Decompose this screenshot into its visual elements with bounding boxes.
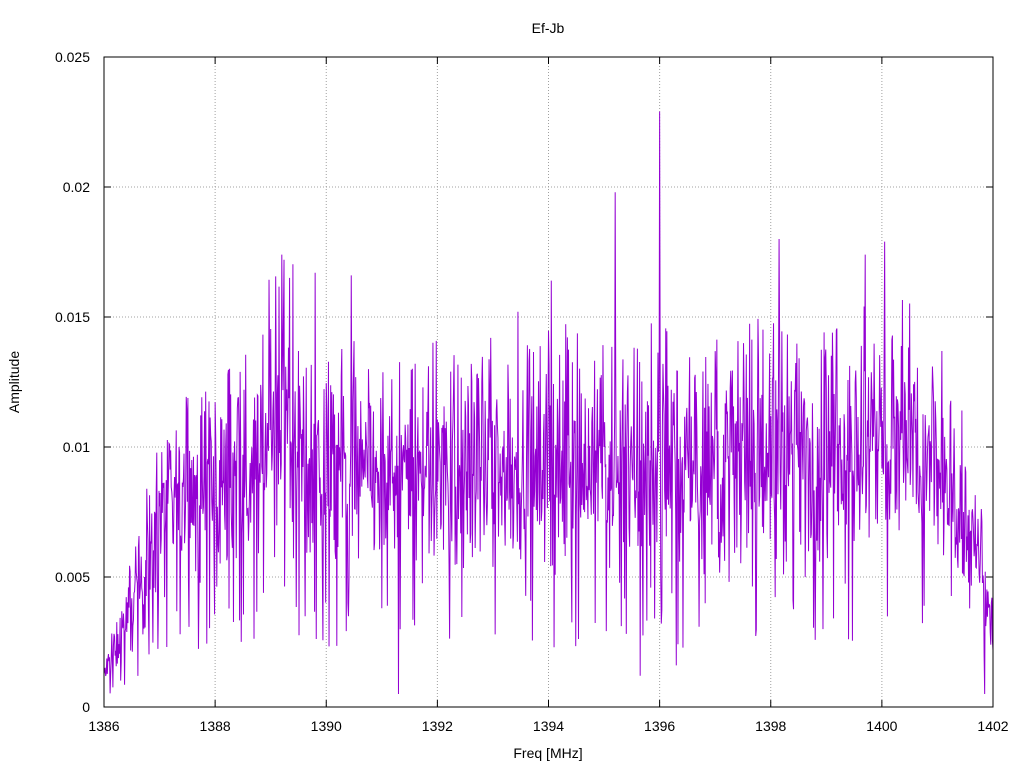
y-axis-title: Amplitude xyxy=(6,351,22,413)
y-tick-label: 0.005 xyxy=(55,569,90,585)
x-tick-labels: 1386 1388 1390 1392 1394 1396 1398 1400 1402 xyxy=(88,718,1008,734)
y-tick-label: 0.01 xyxy=(63,439,90,455)
x-tick-label: 1400 xyxy=(866,718,897,734)
x-tick-label: 1388 xyxy=(200,718,231,734)
x-tick-label: 1402 xyxy=(977,718,1008,734)
y-tick-label: 0 xyxy=(82,699,90,715)
y-tick-label: 0.025 xyxy=(55,49,90,65)
x-tick-label: 1398 xyxy=(755,718,786,734)
chart-title: Ef-Jb xyxy=(532,20,565,36)
x-tick-label: 1386 xyxy=(88,718,119,734)
x-tick-label: 1392 xyxy=(422,718,453,734)
axis-ticks xyxy=(103,56,994,708)
amplitude-series xyxy=(103,111,994,695)
amplitude-line xyxy=(103,111,994,695)
x-axis-title: Freq [MHz] xyxy=(513,745,582,761)
y-tick-labels: 0 0.005 0.01 0.015 0.02 0.025 xyxy=(55,49,90,715)
x-tick-label: 1390 xyxy=(311,718,342,734)
y-tick-label: 0.02 xyxy=(63,179,90,195)
x-tick-label: 1396 xyxy=(644,718,675,734)
x-tick-label: 1394 xyxy=(533,718,564,734)
y-tick-label: 0.015 xyxy=(55,309,90,325)
